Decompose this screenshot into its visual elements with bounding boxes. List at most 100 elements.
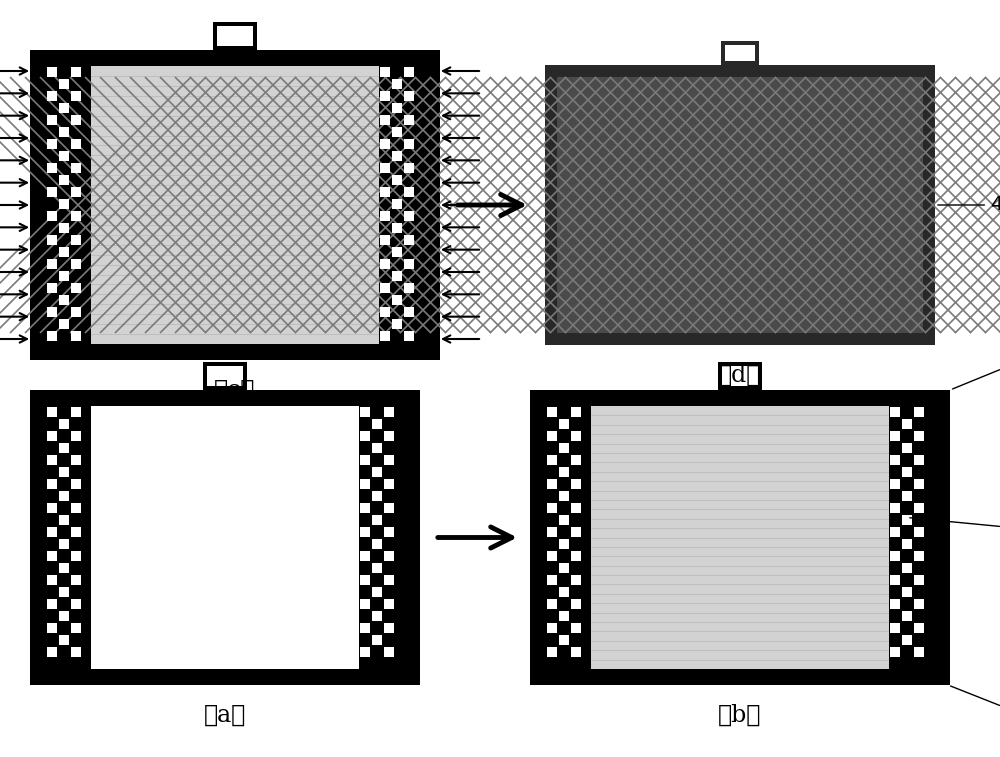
Bar [547,479,557,489]
Bar [530,390,950,685]
Bar [890,479,900,489]
Bar [384,647,394,657]
Bar [392,175,402,185]
Bar [890,551,900,561]
Bar [47,331,57,341]
Bar [372,467,382,477]
Bar [47,551,57,561]
Bar [71,235,81,245]
Bar [902,419,912,429]
Bar [380,283,390,293]
Bar [46,406,404,669]
Bar [392,103,402,113]
Bar [404,187,414,197]
Bar [59,271,69,281]
Bar [392,223,402,233]
Bar [47,527,57,537]
Text: 4: 4 [938,195,1000,214]
Bar [380,91,390,101]
Bar [384,623,394,633]
Bar [380,259,390,269]
Bar [890,575,900,585]
Bar [47,647,57,657]
Bar [360,551,370,561]
Bar [360,455,370,465]
Bar [721,41,759,65]
Text: 3: 3 [951,686,1000,719]
Bar [360,575,370,585]
Bar [207,366,243,386]
Bar [59,419,69,429]
Bar [559,635,569,645]
Bar [30,50,440,360]
Bar [47,115,57,125]
Bar [71,331,81,341]
Bar [559,539,569,549]
Bar [59,611,69,621]
Bar [46,406,91,669]
Bar [47,407,57,417]
Bar [571,551,581,561]
Bar [380,211,390,221]
Bar [571,623,581,633]
Bar [380,187,390,197]
Bar [722,366,758,386]
Bar [902,491,912,501]
Bar [360,503,370,513]
Bar [571,599,581,609]
Bar [384,599,394,609]
Bar [902,635,912,645]
Bar [392,271,402,281]
Bar [71,599,81,609]
Bar [384,527,394,537]
Bar [203,362,247,390]
Bar [59,443,69,453]
Bar [59,563,69,573]
Bar [71,575,81,585]
Bar [372,587,382,597]
Bar [372,539,382,549]
Bar [59,295,69,305]
Text: （b）: （b） [718,703,762,727]
Bar [384,431,394,441]
Bar [571,479,581,489]
Bar [890,647,900,657]
Bar [384,407,394,417]
Bar [547,407,557,417]
Bar [71,503,81,513]
Bar [547,575,557,585]
Bar [71,647,81,657]
Bar [59,539,69,549]
Bar [571,407,581,417]
Bar [59,247,69,257]
Bar [404,283,414,293]
Bar [392,127,402,137]
Bar [47,91,57,101]
Bar [404,211,414,221]
Bar [404,139,414,149]
Bar [360,599,370,609]
Bar [547,431,557,441]
Bar [890,431,900,441]
Bar [379,66,424,344]
Bar [47,575,57,585]
Bar [380,139,390,149]
Text: （d）: （d） [718,363,762,387]
Bar [559,587,569,597]
Bar [545,65,935,345]
Bar [392,199,402,209]
Bar [404,91,414,101]
Bar [380,163,390,173]
Bar [547,503,557,513]
Bar [59,103,69,113]
Bar [71,479,81,489]
Bar [47,67,57,77]
Bar [914,479,924,489]
Bar [404,67,414,77]
Bar [571,431,581,441]
Bar [71,527,81,537]
Bar [392,151,402,161]
Bar [547,455,557,465]
Bar [559,563,569,573]
Bar [59,127,69,137]
